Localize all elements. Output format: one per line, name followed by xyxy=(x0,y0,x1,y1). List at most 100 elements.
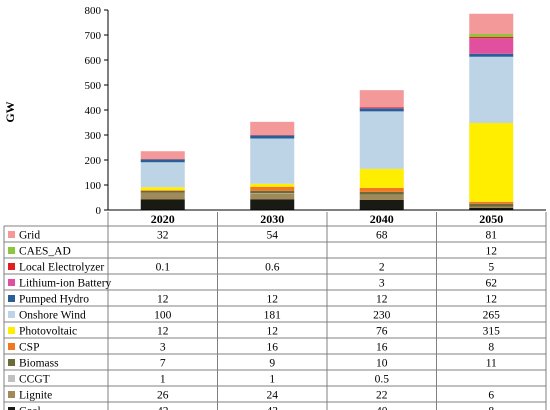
category-label: 2040 xyxy=(370,212,394,226)
legend-label-pumped-hydro: Pumped Hydro xyxy=(19,294,89,306)
table-cell-lithium-ion-battery: 3 xyxy=(379,278,385,290)
legend-swatch-lithium-ion-battery xyxy=(8,279,15,286)
bar-segment-csp xyxy=(140,190,185,191)
category-label: 2050 xyxy=(479,212,503,226)
bar-segment-lignite xyxy=(140,193,185,200)
bar-segment-coal xyxy=(359,200,404,210)
bar-segment-lithium-ion-battery xyxy=(469,38,514,54)
table-cell-local-electrolyzer: 0.6 xyxy=(265,262,280,274)
table-cell-photovoltaic: 315 xyxy=(483,326,501,338)
table-cell-photovoltaic: 76 xyxy=(376,326,388,338)
category-label: 2020 xyxy=(151,212,175,226)
legend-swatch-pumped-hydro xyxy=(8,295,15,302)
table-cell-biomass: 10 xyxy=(376,358,388,370)
table-cell-onshore-wind: 230 xyxy=(373,310,391,322)
table-cell-biomass: 9 xyxy=(269,358,275,370)
legend-swatch-lignite xyxy=(8,391,15,398)
table-cell-csp: 8 xyxy=(488,342,494,354)
bar-segment-lignite xyxy=(250,193,295,200)
bar-segment-lignite xyxy=(359,194,404,200)
table-cell-lignite: 22 xyxy=(376,390,388,402)
y-tick-label: 100 xyxy=(85,180,102,192)
table-cell-local-electrolyzer: 5 xyxy=(488,262,494,274)
legend-label-caes-ad: CAES_AD xyxy=(19,246,71,258)
legend-label-coal: Coal xyxy=(19,406,41,410)
bar-segment-csp xyxy=(469,201,514,204)
table-cell-pumped-hydro: 12 xyxy=(157,294,169,306)
bar-segment-photovoltaic xyxy=(140,187,185,191)
bar-segment-coal xyxy=(250,199,295,210)
table-cell-ccgt: 1 xyxy=(160,374,166,386)
legend-swatch-csp xyxy=(8,343,15,350)
bar-segment-onshore-wind xyxy=(469,56,514,123)
legend-label-grid: Grid xyxy=(19,230,40,242)
bar-segment-csp xyxy=(250,186,295,191)
bar-segment-local-electrolyzer xyxy=(469,37,514,39)
bar-segment-local-electrolyzer xyxy=(359,107,404,108)
table-cell-grid: 81 xyxy=(486,230,498,242)
legend-label-lignite: Lignite xyxy=(19,390,52,402)
bar-segment-coal xyxy=(140,199,185,210)
bar-segment-photovoltaic xyxy=(469,123,514,202)
y-tick-label: 700 xyxy=(85,30,102,42)
table-cell-onshore-wind: 181 xyxy=(264,310,282,322)
bar-segment-onshore-wind xyxy=(250,138,295,184)
legend-swatch-local-electrolyzer xyxy=(8,263,15,270)
bar-segment-pumped-hydro xyxy=(250,135,295,139)
bar-segment-pumped-hydro xyxy=(469,53,514,57)
table-cell-grid: 68 xyxy=(376,230,388,242)
table-cell-lithium-ion-battery: 62 xyxy=(486,278,498,290)
y-axis-label: GW xyxy=(3,101,17,122)
y-tick-label: 0 xyxy=(96,205,102,217)
table-cell-csp: 16 xyxy=(376,342,388,354)
table-cell-caes-ad: 12 xyxy=(486,246,498,258)
table-cell-coal: 8 xyxy=(488,406,494,410)
table-cell-csp: 16 xyxy=(267,342,279,354)
plot-area xyxy=(140,13,514,210)
legend-swatch-photovoltaic xyxy=(8,327,15,334)
table-cell-lignite: 26 xyxy=(157,390,169,402)
legend-label-biomass: Biomass xyxy=(19,358,59,370)
y-tick-label: 600 xyxy=(85,55,102,67)
table-cell-pumped-hydro: 12 xyxy=(376,294,388,306)
table-cell-coal: 43 xyxy=(267,406,279,410)
bar-segment-csp xyxy=(359,187,404,192)
bar-segment-coal xyxy=(469,208,514,210)
table-cell-onshore-wind: 265 xyxy=(483,310,501,322)
table-cell-biomass: 11 xyxy=(486,358,497,370)
table-cell-onshore-wind: 100 xyxy=(154,310,172,322)
bar-segment-biomass xyxy=(250,190,295,193)
table-cell-lignite: 6 xyxy=(488,390,494,402)
bar-segment-lithium-ion-battery xyxy=(359,107,404,109)
legend-label-onshore-wind: Onshore Wind xyxy=(19,310,86,322)
bar-segment-onshore-wind xyxy=(359,111,404,169)
bar-segment-photovoltaic xyxy=(250,183,295,187)
table-cell-ccgt: 1 xyxy=(269,374,275,386)
legend-swatch-onshore-wind xyxy=(8,311,15,318)
table-cell-photovoltaic: 12 xyxy=(267,326,279,338)
bar-segment-biomass xyxy=(359,191,404,195)
table-cell-coal: 42 xyxy=(157,406,169,410)
bar-segment-grid xyxy=(359,90,404,108)
table-cell-ccgt: 0.5 xyxy=(375,374,390,386)
table-cell-csp: 3 xyxy=(160,342,166,354)
bar-segment-biomass xyxy=(469,203,514,207)
bar-segment-photovoltaic xyxy=(359,168,404,188)
table-cell-grid: 54 xyxy=(267,230,279,242)
y-tick-label: 800 xyxy=(85,5,102,17)
legend-swatch-caes-ad xyxy=(8,247,15,254)
y-tick-label: 400 xyxy=(85,105,102,117)
legend-swatch-biomass xyxy=(8,359,15,366)
bar-segment-grid xyxy=(140,151,185,160)
bar-segment-lignite xyxy=(469,206,514,208)
bar-segment-grid xyxy=(250,121,295,136)
bar-segment-caes-ad xyxy=(469,34,514,37)
table-cell-local-electrolyzer: 2 xyxy=(379,262,385,274)
bar-segment-biomass xyxy=(140,191,185,193)
table-cell-pumped-hydro: 12 xyxy=(267,294,279,306)
bar-segment-onshore-wind xyxy=(140,162,185,188)
table-cell-lignite: 24 xyxy=(267,390,279,402)
legend-label-photovoltaic: Photovoltaic xyxy=(19,326,77,338)
